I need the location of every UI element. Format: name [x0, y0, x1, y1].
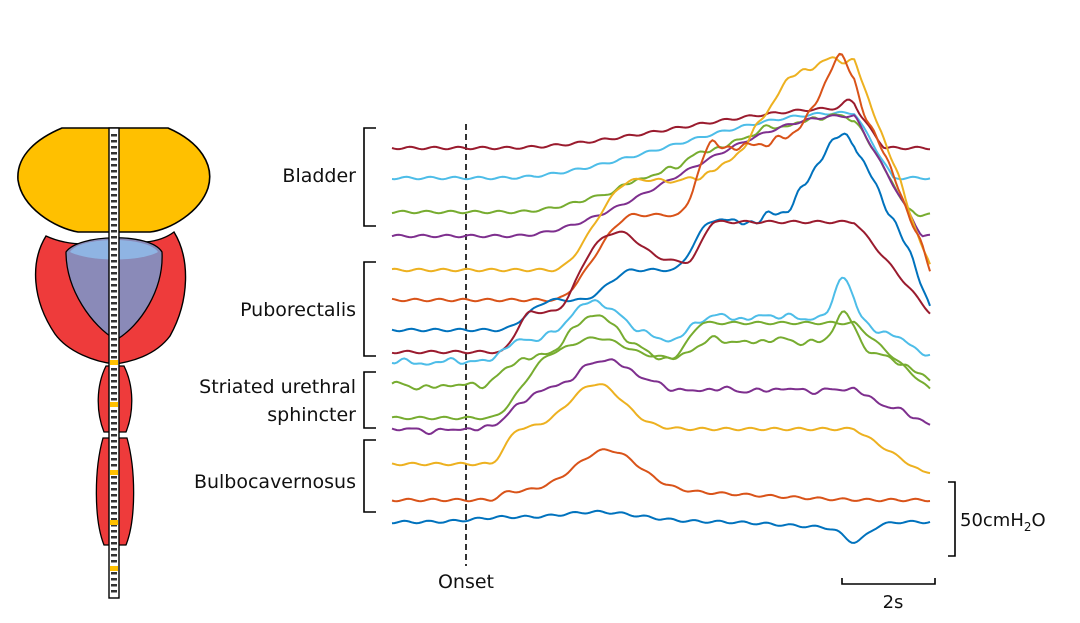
region-label-bladder: Bladder	[282, 165, 356, 187]
pressure-trace	[391, 358, 931, 436]
region-label-puborectalis: Puborectalis	[240, 299, 356, 321]
pressure-trace	[391, 98, 931, 151]
pressure-trace	[391, 276, 931, 366]
pressure-trace	[391, 509, 931, 544]
pressure-scale-bar: 50cmH2O	[948, 481, 1046, 557]
pressure-trace	[391, 320, 931, 421]
pressure-trace	[391, 219, 931, 355]
onset-label: Onset	[438, 571, 494, 593]
anatomy-schematic	[17, 127, 211, 599]
time-scale-bar: 2s	[841, 578, 936, 613]
pressure-trace	[391, 132, 931, 333]
region-label-bulbocavernosus: Bulbocavernosus	[194, 471, 356, 493]
pressure-trace	[391, 310, 931, 391]
bracket-bladder	[363, 127, 376, 227]
pressure-trace	[391, 448, 931, 503]
pressure-trace	[391, 113, 931, 218]
pressure-trace	[391, 56, 931, 273]
time-scale-label: 2s	[883, 592, 904, 613]
pressure-trace	[391, 383, 931, 475]
catheter	[108, 127, 120, 599]
pressure-trace	[391, 114, 931, 239]
region-label-sphincter-line1: Striated urethral	[199, 376, 356, 398]
region-labels: Bladder Puborectalis Striated urethral s…	[194, 127, 376, 513]
pressure-traces	[391, 52, 931, 544]
region-label-sphincter-line2: sphincter	[267, 404, 356, 426]
bracket-puborectalis	[363, 261, 376, 357]
pressure-trace	[391, 52, 931, 303]
bracket-bulbocavernosus	[363, 439, 376, 513]
pressure-trace	[391, 110, 931, 181]
pressure-scale-label: 50cmH2O	[960, 510, 1046, 534]
bracket-sphincter	[363, 371, 376, 429]
